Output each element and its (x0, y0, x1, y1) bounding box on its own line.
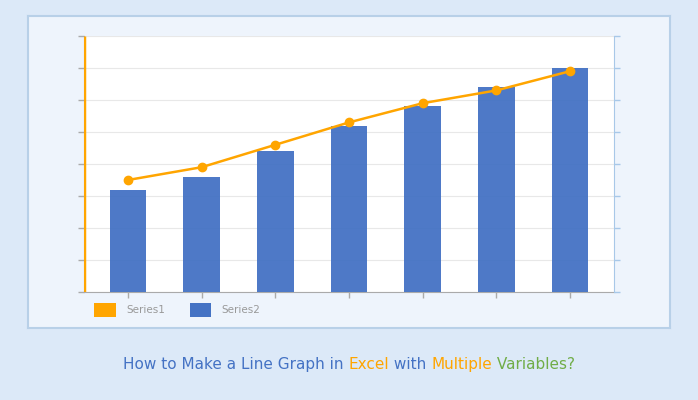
Text: How to Make a Line Graph in: How to Make a Line Graph in (123, 357, 348, 372)
Text: Series1: Series1 (126, 305, 165, 315)
Text: with: with (389, 357, 431, 372)
Text: Excel: Excel (348, 357, 389, 372)
Bar (257, 151, 294, 292)
Text: Series2: Series2 (222, 305, 260, 315)
Bar (331, 126, 367, 292)
Bar (478, 87, 514, 292)
Text: Multiple: Multiple (431, 357, 492, 372)
Bar (404, 106, 441, 292)
Bar (94, 303, 116, 317)
Text: Variables?: Variables? (492, 357, 575, 372)
Bar (551, 68, 588, 292)
Bar (183, 177, 220, 292)
Bar (110, 190, 147, 292)
Bar (190, 303, 211, 317)
